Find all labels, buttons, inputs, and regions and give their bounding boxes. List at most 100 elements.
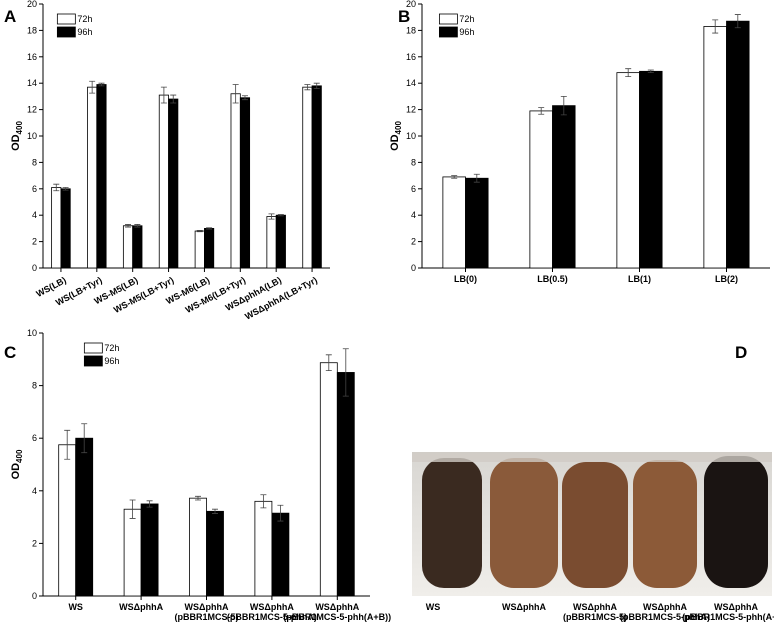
error-bar [134,224,141,228]
error-bar [277,214,284,217]
bar [96,84,107,269]
bar [87,86,98,269]
x-tick-line: (pBBR1MCS-5-phh(A+B)) [283,612,391,622]
x-tick-line: LB(0) [454,274,477,284]
error-bar [98,82,105,87]
bar [168,98,179,269]
y-tick-label: 4 [32,486,37,496]
x-tick-line: WSΔphhA [185,602,229,612]
y-tick-label: 14 [27,78,37,88]
y-axis-title: OD400 [10,121,24,151]
x-tick-label: WSΔphhA(pBBR1MCS-5-phh(A+B)) [283,602,391,622]
error-bar [170,94,177,104]
panel-label: A [4,7,16,26]
error-bar [241,95,248,101]
y-tick-label: 2 [411,237,416,247]
x-tick-label: WSΔphhA [502,602,546,612]
x-tick-label: LB(0.5) [537,274,568,284]
tube [562,462,628,588]
y-tick-label: 8 [32,157,37,167]
y-tick-label: 20 [406,0,416,9]
y-tick-label: 18 [406,25,416,35]
x-tick-label: WSΔphhA(pBBR1MCS-5-phh(A+B)) [682,602,774,622]
x-tick-label: LB(2) [715,274,738,284]
x-tick-line: LB(2) [715,274,738,284]
error-bar [194,495,201,501]
y-tick-label: 16 [406,52,416,62]
bar [336,372,355,597]
error-bar [268,213,275,220]
legend-swatch [83,342,103,354]
x-tick-line: (pBBR1MCS-5-phhA) [227,612,317,622]
error-bar [62,187,69,191]
x-tick-line: (pBBR1MCS-5) [563,612,627,622]
x-tick-label: LB(0) [454,274,477,284]
bar [302,86,313,269]
y-tick-label: 12 [27,105,37,115]
bar [75,437,94,597]
y-tick-label: 18 [27,25,37,35]
legend-label: 72h [77,14,92,24]
y-axis-title: OD400 [10,449,24,479]
error-bar [538,107,545,115]
error-bar [146,500,153,508]
y-axis-title-sub: 400 [15,121,24,135]
error-bar [451,175,458,179]
x-tick-line: WSΔphhA [573,602,617,612]
tube [422,458,482,588]
bar [703,26,727,269]
bar [194,230,205,269]
error-bar [342,348,349,397]
legend-swatch [438,13,458,25]
y-tick-label: 10 [27,328,37,338]
x-tick-line: LB(1) [628,274,651,284]
error-bar [129,499,136,519]
error-bar [473,173,480,183]
legend-label: 96h [77,27,92,37]
x-tick-line: (pBBR1MCS-5-phh(A+B)) [682,612,774,622]
x-tick-line: WS [68,602,83,612]
y-tick-label: 4 [32,210,37,220]
error-bar [196,229,203,233]
error-bar [560,96,567,116]
bar [206,510,224,597]
error-bar [64,429,71,460]
y-tick-label: 10 [406,131,416,141]
error-bar [304,84,311,91]
bar [122,225,134,269]
panel-label: C [4,343,16,362]
y-axis-title-main: OD [10,134,22,151]
error-bar [313,82,320,89]
error-bar [712,19,719,34]
legend-label: 72h [104,343,119,353]
y-axis-title-sub: 400 [394,121,403,135]
tube [704,456,768,588]
y-tick-label: 6 [32,184,37,194]
legend-label: 96h [104,356,119,366]
error-bar [325,354,332,372]
bar [60,188,71,269]
y-tick-label: 8 [411,157,416,167]
bar [230,93,241,269]
x-tick-line: LB(0.5) [537,274,568,284]
error-bar [125,224,132,228]
x-tick-line: WSΔphhA [119,602,163,612]
y-tick-label: 2 [32,538,37,548]
legend-swatch [56,13,76,25]
error-bar [89,80,96,94]
legend-label: 72h [459,14,474,24]
x-tick-label: WS [68,602,83,612]
y-tick-label: 20 [27,0,37,9]
x-tick-label: WSΔphhA (pBBR1MCS-5) [563,602,627,622]
photo-panel [412,452,772,596]
y-tick-label: 0 [32,263,37,273]
bar [726,20,750,269]
error-bar [212,508,219,514]
y-tick-label: 12 [406,105,416,115]
error-bar [206,227,213,230]
y-tick-label: 6 [411,184,416,194]
bar [529,110,553,269]
x-tick-line: WSΔphhA [714,602,758,612]
x-tick-line: WSΔphhA [250,602,294,612]
